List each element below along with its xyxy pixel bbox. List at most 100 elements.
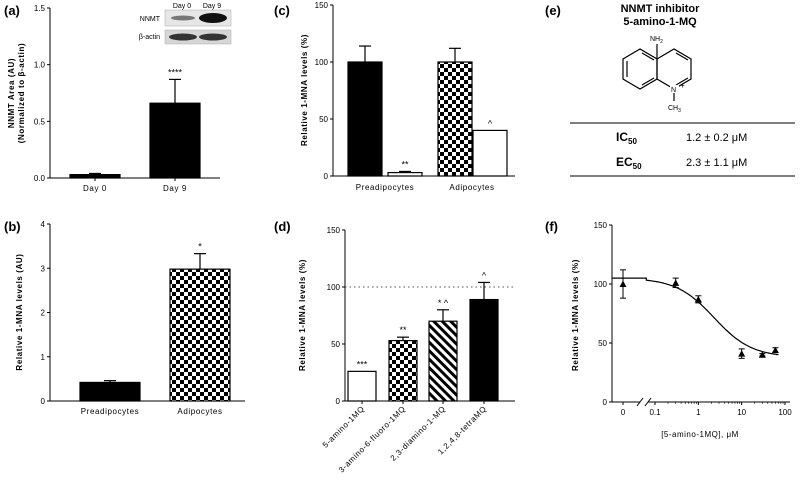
blot-band [199, 13, 227, 23]
amine-label: NH2 [650, 36, 663, 45]
ec50-value: 2.3 ± 1.1 μM [686, 157, 747, 169]
blot-lane-label: Day 9 [203, 3, 221, 10]
significance-mark: ** [399, 325, 407, 335]
panel-c-chart: 0 50 100 150 ** ^ Preadipocytes Adipocytes Relat… [300, 1, 515, 192]
blot-row-label: NNMT [140, 16, 161, 23]
x-tick-label: Adipocytes [177, 407, 222, 416]
y-tick-label: 100 [315, 58, 329, 67]
panel-label-d: (d) [274, 219, 291, 234]
y-tick-label: 150 [594, 221, 608, 230]
compound-title: NNMT inhibitor [621, 3, 701, 15]
bar [347, 370, 377, 402]
y-tick-label: 0.5 [34, 117, 46, 126]
panel-d-chart: 0 50 100 150 *** 5-amino-1MQ ** 3-amino-6-fluor… [298, 226, 515, 475]
blot-lane-label: Day 0 [173, 3, 191, 10]
y-tick-label: 0 [603, 398, 608, 407]
x-tick-label: Preadipocytes [81, 407, 140, 416]
panel-label-e: (e) [545, 3, 561, 18]
y-tick-label: 4 [41, 220, 46, 229]
data-point [771, 346, 779, 354]
y-tick-label: 100 [594, 280, 608, 289]
y-axis-label: NNMT Area (AU) [7, 58, 16, 128]
bar [79, 381, 141, 402]
fit-curve [612, 277, 779, 356]
bar [469, 298, 499, 402]
y-tick-label: 150 [315, 1, 329, 10]
significance-mark: * ^ [438, 298, 449, 308]
blot-band [171, 15, 195, 21]
x-tick-label: 10 [737, 408, 746, 417]
data-point [672, 279, 680, 286]
quinoline-structure [622, 44, 692, 101]
y-axis-label: Relative 1-MNA levels (AU) [15, 253, 24, 370]
compound-name: 5-amino-1-MQ [623, 16, 697, 28]
methyl-label: CH3 [668, 105, 681, 114]
significance-mark: ^ [482, 270, 487, 280]
panel-label-b: (b) [4, 219, 21, 234]
ic50-value: 1.2 ± 0.2 μM [686, 132, 747, 144]
y-tick-label: 0 [41, 397, 46, 406]
panel-e-compound: NNMT inhibitor 5-amino-1-MQ NH2 N + CH3 … [570, 3, 795, 177]
significance-mark: * [198, 242, 202, 252]
x-axis-label: [5-amino-1MQ], μM [661, 430, 739, 439]
blot-band [169, 33, 197, 41]
x-tick-label: 100 [778, 408, 792, 417]
nitrogen-label: N [671, 87, 676, 94]
bar [169, 268, 231, 402]
blot-band [199, 33, 227, 41]
axis-break [636, 397, 644, 407]
y-tick-label: 0 [324, 172, 329, 181]
x-tick-label: 1 [696, 408, 701, 417]
y-tick-label: 0 [336, 397, 341, 406]
bar [388, 339, 418, 402]
y-axis-label: Relative 1-MNA levels (%) [300, 34, 309, 146]
significance-mark: **** [168, 67, 183, 77]
y-tick-label: 50 [319, 115, 328, 124]
panel-label-f: (f) [545, 219, 558, 234]
x-tick-label: Day 0 [83, 184, 107, 193]
y-tick-label: 1.0 [34, 61, 46, 70]
ec50-key: EC50 [616, 155, 642, 171]
x-group-label: Adipocytes [449, 183, 494, 192]
y-axis-label: Relative 1-MNA levels (%) [298, 259, 307, 371]
data-point [758, 351, 766, 358]
y-tick-label: 0.0 [34, 174, 46, 183]
bar [387, 171, 423, 177]
panel-label-a: (a) [4, 3, 20, 18]
y-tick-label: 150 [327, 226, 341, 235]
axis-break [644, 397, 652, 407]
y-tick-label: 1.5 [34, 4, 46, 13]
blot-row-label: β-actin [139, 34, 160, 41]
data-point [738, 350, 746, 357]
y-axis-label-sub: (Normalized to β-actin) [17, 43, 26, 143]
significance-mark: ^ [488, 118, 493, 128]
y-tick-label: 1 [41, 353, 46, 362]
x-tick-label: 0 [621, 408, 626, 417]
x-tick-label: 5-amino-1MQ [321, 404, 367, 450]
bar [69, 174, 121, 179]
x-tick-label: 0.1 [649, 408, 661, 417]
panel-label-c: (c) [274, 3, 290, 18]
ic50-key: IC50 [616, 130, 637, 146]
y-tick-label: 50 [331, 340, 340, 349]
x-group-label: Preadipocytes [356, 183, 415, 192]
nitrogen-mask [670, 85, 679, 93]
panel-a-chart: NNMT β-actin Day 0 Day 9 0.0 0.5 1.0 1.5 Day… [7, 3, 232, 193]
panel-b-chart: 0 1 2 3 4 Preadipocytes * Adipocytes Relative 1-… [15, 220, 245, 416]
bar [347, 61, 383, 177]
significance-mark: ** [401, 159, 409, 169]
bar [437, 61, 473, 177]
bar [472, 129, 508, 177]
data-point [619, 280, 627, 287]
x-tick-label: Day 9 [163, 184, 187, 193]
significance-mark: *** [357, 359, 368, 369]
bar [149, 102, 201, 179]
y-tick-label: 2 [41, 309, 46, 318]
y-axis-label: Relative 1-MNA levels (%) [571, 259, 580, 371]
data-point [694, 295, 702, 303]
blot-strip-actin [164, 29, 232, 45]
y-tick-label: 100 [327, 283, 341, 292]
western-blot: NNMT β-actin Day 0 Day 9 [139, 3, 232, 45]
bar [428, 320, 458, 402]
